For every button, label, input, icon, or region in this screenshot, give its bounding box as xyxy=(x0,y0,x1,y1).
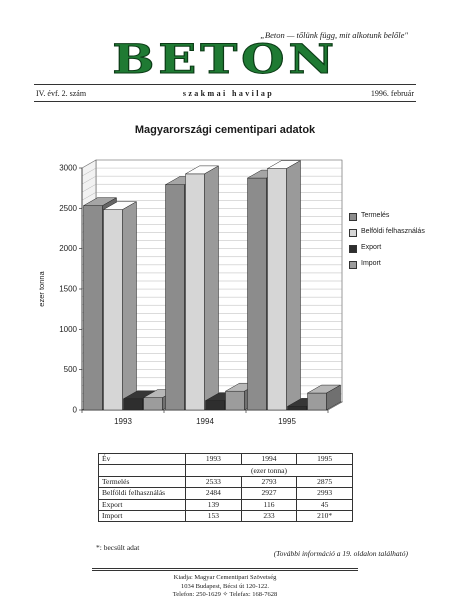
footer-rule xyxy=(92,568,358,569)
table-header-cell: 1995 xyxy=(296,452,353,466)
bar xyxy=(185,173,205,411)
table-cell: 2533 xyxy=(185,475,242,489)
bar xyxy=(83,205,103,411)
issue-info-bar: IV. évf. 2. szám szakmai havilap 1996. f… xyxy=(36,88,414,100)
table-cell: Import xyxy=(98,509,186,523)
publisher-info: Kiadja: Magyar Cementipari Szövetség 103… xyxy=(0,574,450,600)
table-cell: Termelés xyxy=(98,475,186,489)
table-cell: 233 xyxy=(240,509,298,523)
legend-item: Export xyxy=(349,244,441,253)
bar xyxy=(247,177,267,411)
legend-label: Belföldi felhasználás xyxy=(361,228,425,235)
table-cell: 153 xyxy=(185,509,242,523)
publisher-contact: Telefon: 250-1629 ✧ Telefax: 168-7628 xyxy=(172,591,278,598)
legend-label: Export xyxy=(361,244,382,251)
bar-side xyxy=(204,165,219,411)
y-tick-label: 0 xyxy=(73,406,78,415)
bar xyxy=(267,168,287,411)
legend-swatch xyxy=(349,261,357,269)
legend-item: Belföldi felhasználás xyxy=(349,228,441,237)
publisher-line: Kiadja: Magyar Cementipari Szövetség xyxy=(173,574,277,581)
gridline xyxy=(81,159,342,169)
x-tick-label: 1994 xyxy=(196,417,214,426)
table-cell: 2484 xyxy=(185,487,242,500)
table-cell: 45 xyxy=(296,498,353,511)
bar-chart: 0 500 1000 1500 2000 2500 3000 ezer tonna 1993 19… xyxy=(37,159,344,426)
legend-swatch xyxy=(349,213,357,221)
table-row: Export 139 116 45 xyxy=(98,498,353,511)
table-cell: 139 xyxy=(185,498,242,511)
masthead-title: BETON xyxy=(112,36,338,83)
table-cell: 2793 xyxy=(240,475,298,489)
bar xyxy=(307,392,327,411)
legend-label: Termelés xyxy=(361,212,390,219)
issue-date: 1996. február xyxy=(370,89,414,98)
motto: „Beton — tőlünk függ, mit alkotunk belől… xyxy=(260,30,408,40)
legend-swatch xyxy=(349,229,357,237)
bar-side xyxy=(326,384,341,411)
bar xyxy=(103,209,123,411)
footnote: *: becsült adat xyxy=(96,543,140,552)
bar-side xyxy=(286,160,301,411)
publisher-address: 1034 Budapest, Bécsi út 120-122. xyxy=(180,582,270,590)
y-axis-label: ezer tonna xyxy=(37,270,46,306)
table-cell: 116 xyxy=(240,498,298,511)
more-info-note: (További információ a 19. oldalon találh… xyxy=(273,549,408,558)
table-header-cell: 1993 xyxy=(185,452,242,466)
bar xyxy=(165,184,185,411)
bar xyxy=(225,390,245,411)
bar xyxy=(287,406,307,411)
table-cell: Belföldi felhasználás xyxy=(98,487,186,500)
y-tick-label: 1500 xyxy=(59,285,77,294)
table-row: Belföldi felhasználás 2484 2927 2993 xyxy=(98,487,353,500)
masthead-rule-bottom xyxy=(34,101,416,103)
chart-legend: Termelés Belföldi felhasználás Export Impor… xyxy=(349,212,441,276)
table-header-cell: 1994 xyxy=(240,452,298,466)
y-tick-label: 2000 xyxy=(59,244,77,253)
x-tick-label: 1993 xyxy=(114,417,132,426)
bar-side xyxy=(122,201,137,411)
x-tick-label: 1995 xyxy=(278,417,296,426)
table-cell: 2927 xyxy=(240,487,298,500)
y-tick-label: 500 xyxy=(64,365,78,374)
masthead-rule-top xyxy=(34,84,416,86)
chart-title: Magyarországi cementipari adatok xyxy=(134,124,316,136)
table-cell xyxy=(98,464,186,477)
table-unit: (ezer tonna) xyxy=(185,464,353,477)
data-table: Év 1993 1994 1995 (ezer tonna) Termelés … xyxy=(98,452,353,523)
bar xyxy=(205,400,225,411)
gridline xyxy=(81,167,342,177)
table-cell: Export xyxy=(98,498,186,511)
footer-rule xyxy=(92,570,358,571)
legend-swatch xyxy=(349,245,357,253)
y-tick-label: 1000 xyxy=(59,325,77,334)
issue-number: IV. évf. 2. szám xyxy=(36,89,87,98)
legend-item: Termelés xyxy=(349,212,441,221)
table-header-cell: Év xyxy=(98,452,186,466)
y-tick-label: 3000 xyxy=(59,164,77,173)
publication-subtitle: szakmai havilap xyxy=(182,89,275,98)
legend-label: Import xyxy=(361,260,381,267)
table-cell: 2875 xyxy=(296,475,353,489)
table-row: Termelés 2533 2793 2875 xyxy=(98,475,353,489)
table-cell: 2993 xyxy=(296,487,353,500)
bar xyxy=(123,398,143,411)
table-header-row: Év 1993 1994 1995 xyxy=(98,452,353,466)
table-row: Import 153 233 210* xyxy=(98,509,353,523)
table-unit-row: (ezer tonna) xyxy=(98,464,353,477)
bar xyxy=(143,397,163,411)
table-cell: 210* xyxy=(296,509,353,523)
legend-item: Import xyxy=(349,260,441,269)
y-tick-label: 2500 xyxy=(59,204,77,213)
